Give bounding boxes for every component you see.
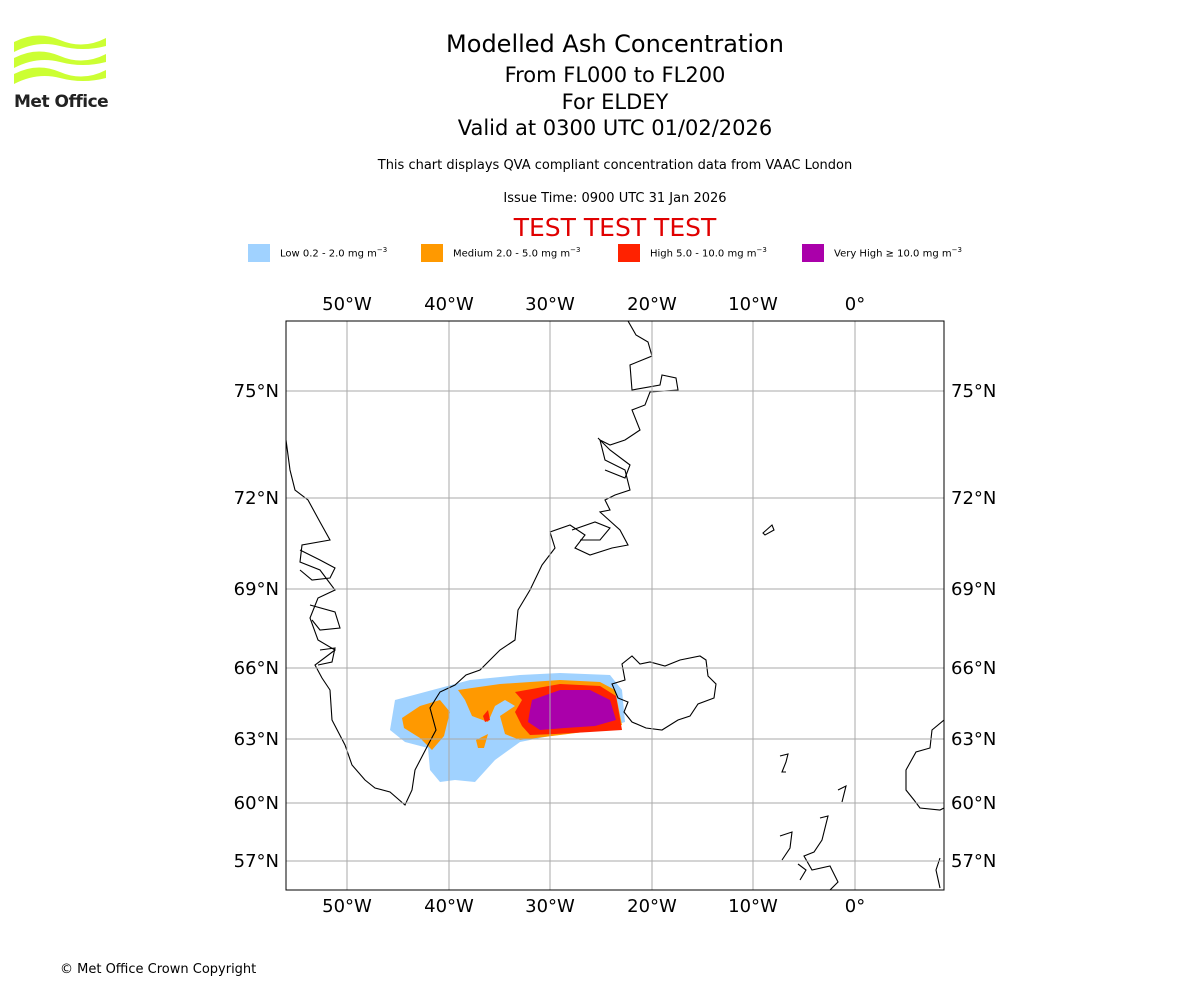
legend-label-high: High 5.0 - 10.0 mg m−3 (650, 246, 767, 260)
lat-label: 57°N (234, 851, 279, 872)
copyright-notice: © Met Office Crown Copyright (60, 962, 257, 977)
lon-label: 50°W (322, 896, 372, 917)
chart-description: This chart displays QVA compliant concen… (377, 158, 853, 173)
legend-swatch-high (618, 244, 640, 262)
legend-label-very-high: Very High ≥ 10.0 mg m−3 (834, 246, 962, 260)
lon-label: 0° (845, 294, 865, 315)
legend-label-low: Low 0.2 - 2.0 mg m−3 (280, 246, 388, 260)
legend-swatch-low (248, 244, 270, 262)
flight-level-subtitle: From FL000 to FL200 (504, 63, 726, 87)
lat-label: 60°N (234, 793, 279, 814)
lat-label: 75°N (234, 381, 279, 402)
lon-label: 30°W (525, 896, 575, 917)
lon-label: 0° (845, 896, 865, 917)
met-office-logo-icon (14, 35, 106, 84)
lat-labels-left: 75°N 72°N 69°N 66°N 63°N 60°N 57°N (234, 381, 279, 872)
iceland-coastline (611, 655, 717, 731)
lon-label: 30°W (525, 294, 575, 315)
valid-time-subtitle: Valid at 0300 UTC 01/02/2026 (457, 116, 773, 140)
lon-label: 20°W (627, 896, 677, 917)
volcano-subtitle: For ELDEY (561, 90, 669, 114)
lon-label: 10°W (728, 294, 778, 315)
lat-label: 63°N (951, 729, 996, 750)
lat-label: 60°N (951, 793, 996, 814)
lon-labels-bottom: 50°W 40°W 30°W 20°W 10°W 0° (322, 896, 865, 917)
lat-label: 69°N (951, 579, 996, 600)
lon-label: 20°W (627, 294, 677, 315)
lat-label: 57°N (951, 851, 996, 872)
legend-swatch-very-high (802, 244, 824, 262)
lon-label: 40°W (424, 294, 474, 315)
lon-label: 40°W (424, 896, 474, 917)
map-frame (285, 320, 945, 891)
lat-label: 69°N (234, 579, 279, 600)
lon-label: 10°W (728, 896, 778, 917)
lat-label: 63°N (234, 729, 279, 750)
lon-label: 50°W (322, 294, 372, 315)
lat-label: 72°N (234, 488, 279, 509)
issue-time: Issue Time: 0900 UTC 31 Jan 2026 (503, 191, 727, 206)
chart-title: Modelled Ash Concentration (446, 30, 784, 58)
lat-labels-right: 75°N 72°N 69°N 66°N 63°N 60°N 57°N (951, 381, 996, 872)
coastlines (286, 321, 944, 890)
lat-label: 66°N (234, 658, 279, 679)
legend-label-medium: Medium 2.0 - 5.0 mg m−3 (453, 246, 581, 260)
legend-swatch-medium (421, 244, 443, 262)
lat-label: 66°N (951, 658, 996, 679)
lat-label: 75°N (951, 381, 996, 402)
lon-labels-top: 50°W 40°W 30°W 20°W 10°W 0° (322, 294, 865, 315)
logo-text: Met Office (14, 92, 109, 112)
test-banner: TEST TEST TEST (513, 213, 717, 242)
lat-label: 72°N (951, 488, 996, 509)
gridlines (286, 321, 944, 890)
